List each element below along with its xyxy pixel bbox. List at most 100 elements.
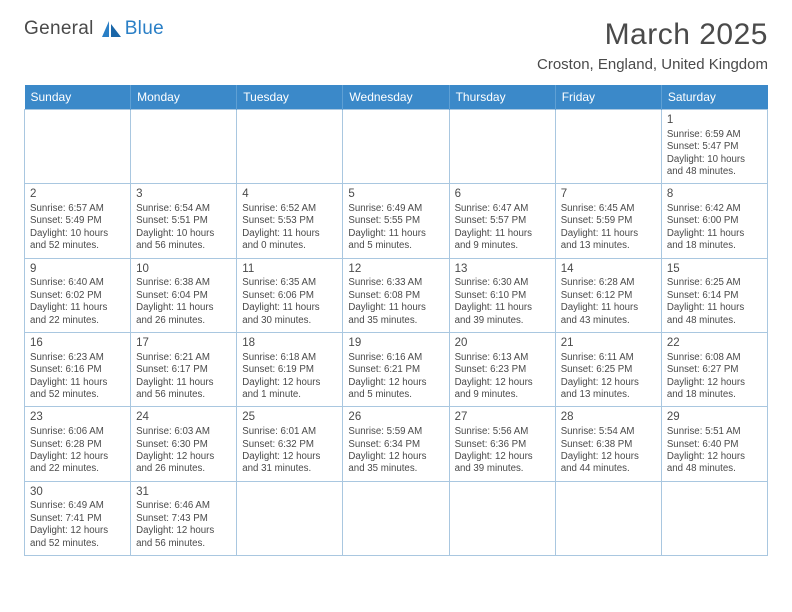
day-detail: Daylight: 12 hours (242, 451, 337, 463)
day-detail: Sunset: 6:06 PM (242, 290, 337, 302)
empty-cell (25, 110, 131, 184)
day-detail: and 52 minutes. (30, 389, 125, 401)
empty-cell (449, 481, 555, 555)
day-detail: Sunset: 6:10 PM (455, 290, 550, 302)
day-number: 6 (455, 187, 550, 202)
empty-cell (343, 481, 449, 555)
day-detail: and 48 minutes. (667, 463, 762, 475)
day-number: 1 (667, 113, 762, 128)
logo: General Blue (24, 18, 164, 40)
day-detail: Sunrise: 5:51 AM (667, 426, 762, 438)
day-detail: Sunrise: 6:33 AM (348, 277, 443, 289)
day-detail: Sunrise: 6:46 AM (136, 500, 231, 512)
day-detail: and 13 minutes. (561, 389, 656, 401)
month-title: March 2025 (537, 18, 768, 52)
day-detail: Sunset: 6:21 PM (348, 364, 443, 376)
day-cell: 15Sunrise: 6:25 AMSunset: 6:14 PMDayligh… (661, 258, 767, 332)
day-number: 29 (667, 410, 762, 425)
weekday-header: Thursday (449, 85, 555, 110)
day-cell: 25Sunrise: 6:01 AMSunset: 6:32 PMDayligh… (237, 407, 343, 481)
weekday-header: Tuesday (237, 85, 343, 110)
day-cell: 9Sunrise: 6:40 AMSunset: 6:02 PMDaylight… (25, 258, 131, 332)
day-number: 11 (242, 262, 337, 277)
day-detail: and 39 minutes. (455, 463, 550, 475)
day-detail: Sunset: 6:38 PM (561, 439, 656, 451)
day-detail: Sunset: 6:17 PM (136, 364, 231, 376)
day-detail: Daylight: 11 hours (136, 377, 231, 389)
day-detail: Sunset: 6:00 PM (667, 215, 762, 227)
day-detail: Sunset: 6:16 PM (30, 364, 125, 376)
day-detail: Sunrise: 6:42 AM (667, 203, 762, 215)
day-detail: Sunrise: 6:52 AM (242, 203, 337, 215)
calendar-row: 9Sunrise: 6:40 AMSunset: 6:02 PMDaylight… (25, 258, 768, 332)
title-block: March 2025 Croston, England, United King… (537, 18, 768, 73)
day-detail: Sunrise: 6:11 AM (561, 352, 656, 364)
day-detail: Sunrise: 6:21 AM (136, 352, 231, 364)
day-detail: Sunset: 5:51 PM (136, 215, 231, 227)
day-detail: and 5 minutes. (348, 389, 443, 401)
day-detail: Daylight: 12 hours (348, 451, 443, 463)
day-cell: 16Sunrise: 6:23 AMSunset: 6:16 PMDayligh… (25, 333, 131, 407)
day-detail: Daylight: 11 hours (348, 302, 443, 314)
day-detail: and 18 minutes. (667, 389, 762, 401)
empty-cell (237, 481, 343, 555)
day-detail: and 30 minutes. (242, 315, 337, 327)
day-detail: Sunrise: 5:59 AM (348, 426, 443, 438)
day-number: 31 (136, 485, 231, 500)
day-detail: Sunset: 7:43 PM (136, 513, 231, 525)
calendar-table: SundayMondayTuesdayWednesdayThursdayFrid… (24, 85, 768, 556)
day-number: 10 (136, 262, 231, 277)
day-detail: Daylight: 11 hours (667, 228, 762, 240)
day-detail: Sunset: 6:40 PM (667, 439, 762, 451)
day-detail: and 13 minutes. (561, 240, 656, 252)
day-number: 25 (242, 410, 337, 425)
day-detail: Sunrise: 6:47 AM (455, 203, 550, 215)
day-detail: Daylight: 12 hours (667, 451, 762, 463)
day-detail: Sunset: 6:27 PM (667, 364, 762, 376)
day-detail: Sunset: 6:23 PM (455, 364, 550, 376)
day-cell: 21Sunrise: 6:11 AMSunset: 6:25 PMDayligh… (555, 333, 661, 407)
day-cell: 13Sunrise: 6:30 AMSunset: 6:10 PMDayligh… (449, 258, 555, 332)
day-cell: 5Sunrise: 6:49 AMSunset: 5:55 PMDaylight… (343, 184, 449, 258)
day-number: 8 (667, 187, 762, 202)
day-cell: 19Sunrise: 6:16 AMSunset: 6:21 PMDayligh… (343, 333, 449, 407)
day-cell: 30Sunrise: 6:49 AMSunset: 7:41 PMDayligh… (25, 481, 131, 555)
day-cell: 20Sunrise: 6:13 AMSunset: 6:23 PMDayligh… (449, 333, 555, 407)
day-detail: Sunrise: 6:35 AM (242, 277, 337, 289)
day-detail: and 44 minutes. (561, 463, 656, 475)
day-detail: Sunset: 6:04 PM (136, 290, 231, 302)
day-detail: Daylight: 10 hours (667, 154, 762, 166)
day-cell: 2Sunrise: 6:57 AMSunset: 5:49 PMDaylight… (25, 184, 131, 258)
day-number: 30 (30, 485, 125, 500)
day-detail: Daylight: 12 hours (561, 451, 656, 463)
day-detail: and 52 minutes. (30, 240, 125, 252)
day-detail: Sunrise: 6:16 AM (348, 352, 443, 364)
day-number: 13 (455, 262, 550, 277)
header: General Blue March 2025 Croston, England… (24, 18, 768, 73)
weekday-header: Sunday (25, 85, 131, 110)
day-detail: Sunset: 5:55 PM (348, 215, 443, 227)
day-detail: and 9 minutes. (455, 389, 550, 401)
weekday-row: SundayMondayTuesdayWednesdayThursdayFrid… (25, 85, 768, 110)
day-detail: and 0 minutes. (242, 240, 337, 252)
day-cell: 14Sunrise: 6:28 AMSunset: 6:12 PMDayligh… (555, 258, 661, 332)
day-detail: and 26 minutes. (136, 315, 231, 327)
day-detail: Sunset: 6:30 PM (136, 439, 231, 451)
empty-cell (131, 110, 237, 184)
day-cell: 10Sunrise: 6:38 AMSunset: 6:04 PMDayligh… (131, 258, 237, 332)
weekday-header: Wednesday (343, 85, 449, 110)
day-cell: 8Sunrise: 6:42 AMSunset: 6:00 PMDaylight… (661, 184, 767, 258)
day-detail: Sunrise: 6:25 AM (667, 277, 762, 289)
day-detail: Daylight: 12 hours (136, 525, 231, 537)
day-detail: Sunrise: 5:54 AM (561, 426, 656, 438)
day-detail: Daylight: 11 hours (30, 302, 125, 314)
day-detail: and 5 minutes. (348, 240, 443, 252)
calendar-row: 23Sunrise: 6:06 AMSunset: 6:28 PMDayligh… (25, 407, 768, 481)
day-detail: and 9 minutes. (455, 240, 550, 252)
day-number: 3 (136, 187, 231, 202)
day-detail: Sunrise: 6:13 AM (455, 352, 550, 364)
day-detail: Sunrise: 5:56 AM (455, 426, 550, 438)
day-detail: Sunrise: 6:49 AM (348, 203, 443, 215)
empty-cell (343, 110, 449, 184)
day-number: 21 (561, 336, 656, 351)
